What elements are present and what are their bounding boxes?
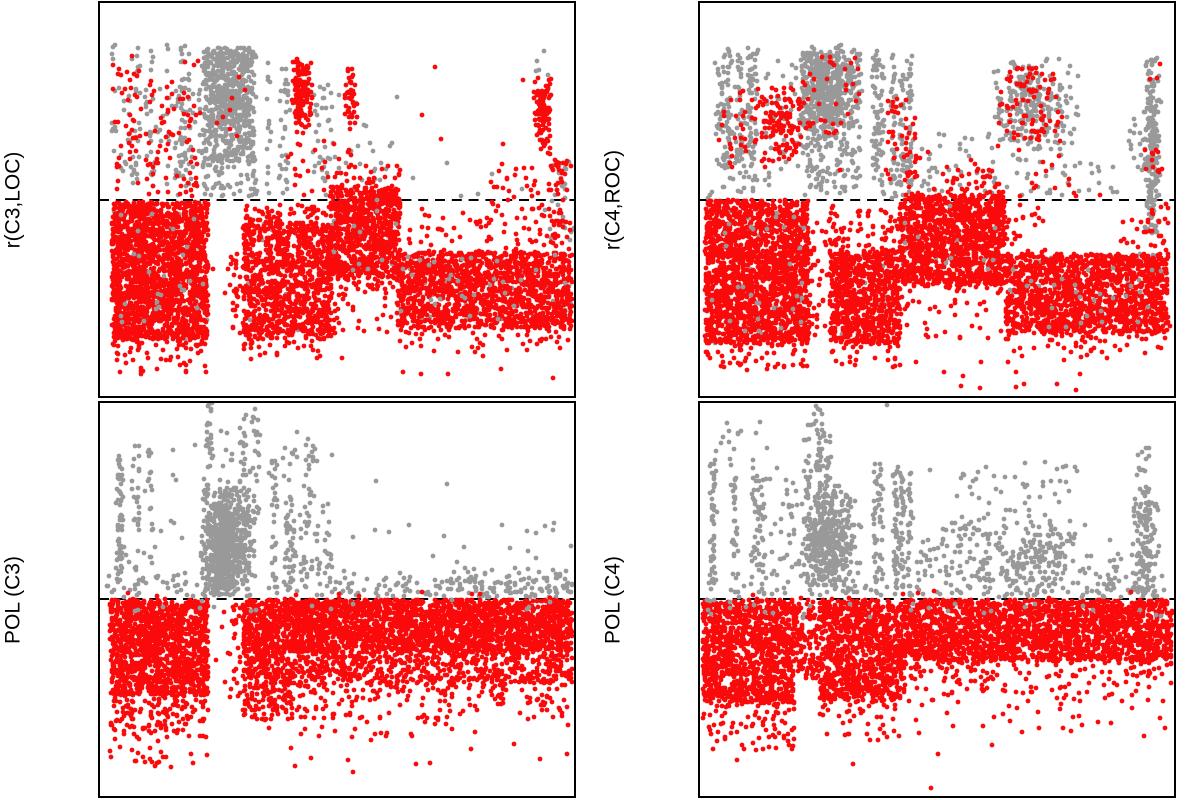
svg-text:r(C4,ROC): r(C4,ROC) — [602, 150, 625, 250]
svg-text:r(C3,LOC): r(C3,LOC) — [2, 152, 25, 249]
svg-text:POL (C3): POL (C3) — [2, 556, 25, 644]
svg-text:POL (C4): POL (C4) — [602, 556, 625, 644]
